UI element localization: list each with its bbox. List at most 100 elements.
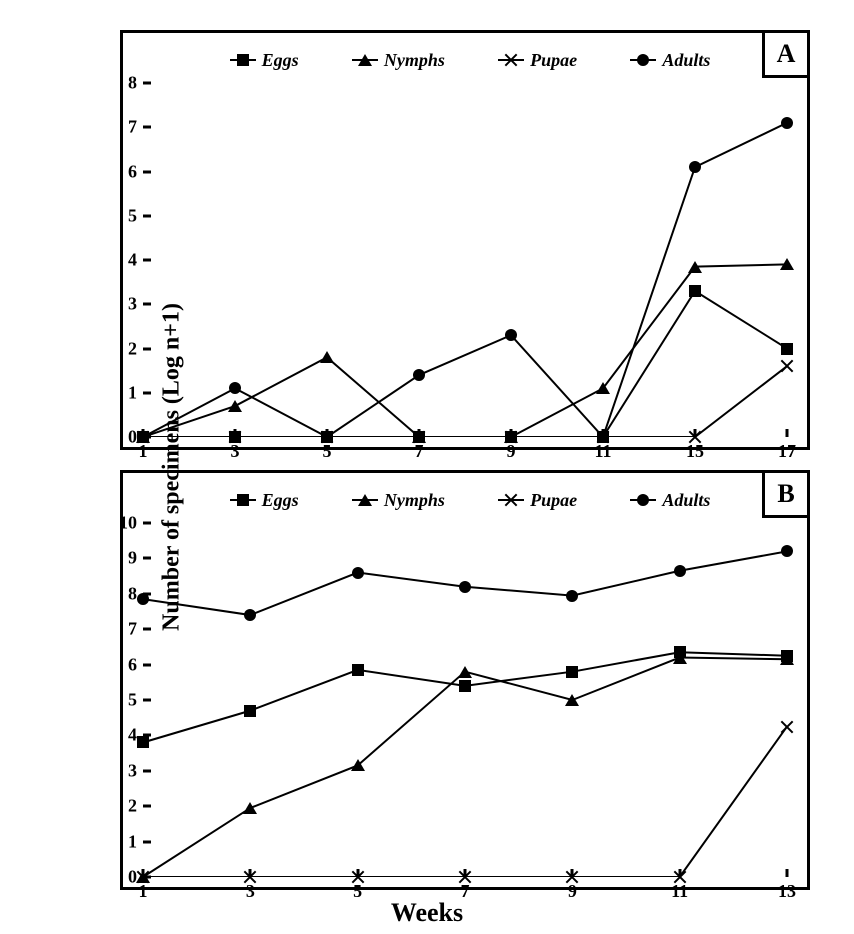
data-marker-eggs xyxy=(781,343,793,355)
data-marker-adults xyxy=(459,581,471,593)
legend-label-nymphs: Nymphs xyxy=(384,490,445,511)
y-tick-label: 5 xyxy=(107,205,137,226)
y-tick-label: 6 xyxy=(107,161,137,182)
data-marker-pupae xyxy=(458,870,472,884)
x-tick-label: 17 xyxy=(778,441,796,462)
data-marker-eggs xyxy=(566,666,578,678)
nymphs-marker-icon xyxy=(358,494,372,506)
y-tick-label: 2 xyxy=(107,796,137,817)
y-tick-label: 3 xyxy=(107,294,137,315)
legend-item-eggs: Eggs xyxy=(230,50,299,71)
legend-label-nymphs: Nymphs xyxy=(384,50,445,71)
series-line-pupae xyxy=(143,727,787,877)
eggs-marker-icon xyxy=(237,54,249,66)
data-marker-eggs xyxy=(352,664,364,676)
legend-item-nymphs: Nymphs xyxy=(352,50,445,71)
data-marker-eggs xyxy=(244,705,256,717)
x-axis-title: Weeks xyxy=(391,898,463,928)
data-marker-pupae xyxy=(780,720,794,734)
y-tick-label: 6 xyxy=(107,654,137,675)
x-tick-label: 3 xyxy=(246,881,255,902)
y-tick-label: 8 xyxy=(107,583,137,604)
figure-page: Number of specimens (Log n+1) Weeks A Eg… xyxy=(0,0,854,934)
panel-a-badge: A xyxy=(762,30,810,78)
x-tick-label: 11 xyxy=(671,881,688,902)
adults-marker-icon xyxy=(637,494,649,506)
data-marker-adults xyxy=(229,382,241,394)
legend-label-pupae: Pupae xyxy=(530,490,577,511)
data-marker-adults xyxy=(674,565,686,577)
data-marker-nymphs xyxy=(351,759,365,771)
adults-marker-icon xyxy=(637,54,649,66)
panel-a: A EggsNymphsPupaeAdults 0123456781357911… xyxy=(120,30,810,450)
legend-item-pupae: Pupae xyxy=(498,490,577,511)
panel-b-badge: B xyxy=(762,470,810,518)
data-marker-adults xyxy=(566,590,578,602)
panel-b: B Eggs Nymphs Pupae Adults 0123456789101357… xyxy=(120,470,810,890)
legend-label-eggs: Eggs xyxy=(262,490,299,511)
data-marker-pupae xyxy=(412,430,426,444)
nymphs-marker-icon xyxy=(358,54,372,66)
y-tick-label: 8 xyxy=(107,73,137,94)
data-marker-nymphs xyxy=(565,694,579,706)
legend-label-eggs: Eggs xyxy=(262,50,299,71)
data-marker-nymphs xyxy=(596,382,610,394)
legend-label-adults: Adults xyxy=(662,490,710,511)
y-tick-label: 7 xyxy=(107,619,137,640)
y-tick-label: 4 xyxy=(107,725,137,746)
y-tick-label: 0 xyxy=(107,427,137,448)
x-tick-label: 1 xyxy=(139,881,148,902)
data-marker-adults xyxy=(244,609,256,621)
data-marker-adults xyxy=(505,329,517,341)
pupae-marker-icon xyxy=(504,493,518,507)
data-marker-adults xyxy=(781,117,793,129)
y-tick-label: 1 xyxy=(107,831,137,852)
legend-label-pupae: Pupae xyxy=(530,50,577,71)
data-marker-adults xyxy=(413,369,425,381)
data-marker-eggs xyxy=(459,680,471,692)
x-tick-label: 1 xyxy=(139,441,148,462)
data-marker-nymphs xyxy=(320,351,334,363)
plot-lines xyxy=(143,523,787,877)
data-marker-pupae xyxy=(504,430,518,444)
x-tick-label: 15 xyxy=(686,441,704,462)
data-marker-adults xyxy=(352,567,364,579)
y-tick-label: 5 xyxy=(107,690,137,711)
series-line-eggs xyxy=(143,291,787,437)
data-marker-adults xyxy=(689,161,701,173)
data-marker-eggs xyxy=(689,285,701,297)
legend-item-adults: Adults xyxy=(630,490,710,511)
data-marker-pupae xyxy=(243,870,257,884)
legend-item-pupae: Pupae xyxy=(498,50,577,71)
y-tick-label: 10 xyxy=(107,513,137,534)
y-tick-label: 1 xyxy=(107,382,137,403)
x-tick-label: 9 xyxy=(507,441,516,462)
data-marker-adults xyxy=(597,431,609,443)
data-marker-eggs xyxy=(137,736,149,748)
data-marker-adults xyxy=(321,431,333,443)
legend-item-eggs: Eggs xyxy=(230,490,299,511)
pupae-marker-icon xyxy=(504,53,518,67)
data-marker-pupae xyxy=(673,870,687,884)
x-tick-label: 3 xyxy=(231,441,240,462)
legend-item-nymphs: Nymphs xyxy=(352,490,445,511)
data-marker-adults xyxy=(137,431,149,443)
x-tick-label: 9 xyxy=(568,881,577,902)
data-marker-pupae xyxy=(780,359,794,373)
data-marker-nymphs xyxy=(458,666,472,678)
data-marker-nymphs xyxy=(780,653,794,665)
data-marker-nymphs xyxy=(673,652,687,664)
x-tick-label: 11 xyxy=(594,441,611,462)
x-tick-label: 5 xyxy=(323,441,332,462)
data-marker-pupae xyxy=(351,870,365,884)
y-tick-label: 9 xyxy=(107,548,137,569)
x-tick-label: 7 xyxy=(415,441,424,462)
legend-label-adults: Adults xyxy=(662,50,710,71)
panel-b-plot: 012345678910135791113 xyxy=(143,523,787,877)
y-tick-label: 7 xyxy=(107,117,137,138)
legend-item-adults: Adults xyxy=(630,50,710,71)
x-tick-label: 5 xyxy=(353,881,362,902)
data-marker-adults xyxy=(137,593,149,605)
data-marker-nymphs xyxy=(688,261,702,273)
eggs-marker-icon xyxy=(237,494,249,506)
